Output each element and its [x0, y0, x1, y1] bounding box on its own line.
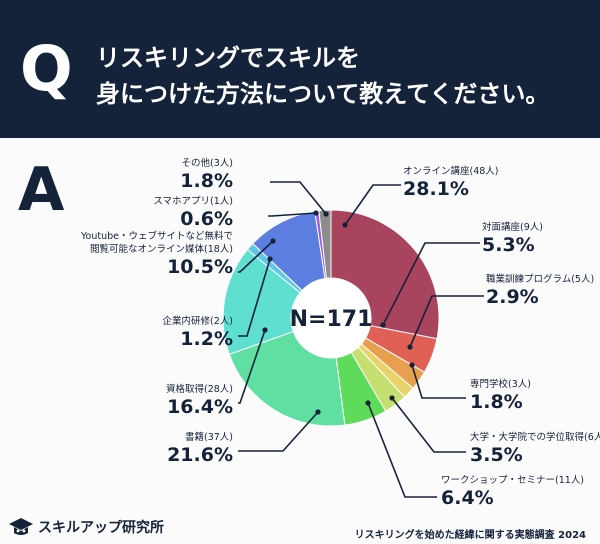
leader-line — [391, 397, 466, 453]
question-text: リスキリングでスキルを 身につけた方法について教えてください。 — [96, 40, 549, 112]
leader-line — [268, 212, 317, 217]
slice-name: その他(3人) — [182, 157, 233, 169]
a-label: A — [18, 155, 65, 225]
slice-name: 専門学校(3人) — [470, 378, 531, 390]
leader-line — [344, 184, 401, 226]
slice-name: 職業訓練プログラム(5人) — [486, 273, 594, 285]
header-banner: Q リスキリングでスキルを 身につけた方法について教えてください。 — [0, 0, 600, 138]
leader-line — [367, 402, 437, 498]
slice-name: 資格取得(28人) — [166, 383, 233, 395]
leader-dot — [380, 322, 386, 328]
slice-name: 対面講座(9人) — [482, 221, 543, 233]
leader-dot — [315, 409, 321, 415]
leader-line — [238, 240, 274, 273]
graduation-cap-icon — [9, 518, 33, 535]
slice-name: 企業内研修(2人) — [163, 315, 233, 327]
slice-percent: 10.5% — [167, 256, 233, 278]
slice-name: スマホアプリ(1人) — [153, 196, 233, 207]
slice-percent: 1.8% — [180, 170, 233, 192]
slice-name: 書籍(37人) — [185, 431, 233, 443]
slice-name: 閲覧可能なオンライン媒体(18人) — [90, 243, 233, 255]
leader-dot — [262, 327, 268, 333]
leader-dot — [323, 211, 329, 217]
leader-line — [270, 181, 327, 215]
leader-dot — [407, 344, 413, 350]
leader-dot — [389, 395, 395, 401]
logo-text: スキルアップ研究所 — [38, 520, 164, 536]
slice-percent: 2.9% — [486, 286, 539, 308]
slice-name: 大学・大学院での学位取得(6人) — [470, 431, 600, 443]
center-label: N=171 — [290, 307, 373, 332]
leader-line — [238, 411, 319, 452]
leader-dot — [342, 222, 348, 228]
slice-percent: 1.8% — [470, 391, 523, 413]
source-note: リスキリングを始めた経緯に関する実態調査 2024 — [354, 530, 586, 541]
leader-line — [382, 242, 480, 326]
leader-dot — [267, 256, 273, 262]
donut-hole — [291, 278, 371, 358]
slice-name: ワークショップ・セミナー(11人) — [441, 475, 584, 486]
leader-line — [409, 295, 484, 348]
leader-dot — [409, 362, 415, 368]
slice-percent: 5.3% — [482, 234, 535, 256]
leader-dot — [313, 210, 319, 216]
leader-line — [238, 329, 266, 404]
leader-dot — [365, 400, 371, 406]
slice-name: Youtube・ウェブサイトなど無料で — [80, 230, 233, 242]
slice-percent: 3.5% — [470, 444, 523, 466]
slice-percent: 6.4% — [441, 487, 494, 509]
q-label: Q — [20, 32, 73, 105]
slice-percent: 28.1% — [403, 178, 469, 200]
footer-logo: スキルアップ研究所 — [8, 516, 164, 538]
leader-line — [411, 364, 466, 399]
leader-dot — [270, 238, 276, 244]
slice-percent: 1.2% — [180, 328, 233, 350]
leader-line — [238, 258, 271, 337]
slice-percent: 0.6% — [180, 208, 233, 230]
slice-percent: 21.6% — [167, 444, 233, 466]
question-line-2: 身につけた方法について教えてください。 — [96, 80, 550, 108]
slice-name: オンライン講座(48人) — [403, 165, 499, 177]
question-line-1: リスキリングでスキルを — [96, 44, 360, 72]
slice-percent: 16.4% — [167, 396, 233, 418]
